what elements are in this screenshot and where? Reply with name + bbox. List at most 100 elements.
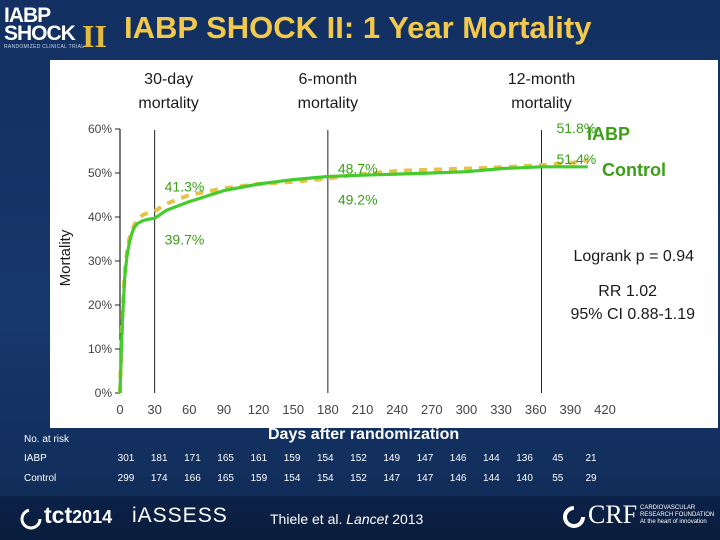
- chart-panel: 0% 10% 20% 30% 40% 50% 60% 0 30 60 90 120 150 180 210…: [50, 60, 718, 428]
- x-tick-label: 390: [560, 402, 582, 417]
- risk-cell: 301: [117, 453, 135, 464]
- y-tick-label: 10%: [88, 342, 112, 356]
- x-tick-label: 300: [456, 402, 478, 417]
- series-line-control: [118, 165, 588, 394]
- marker-label-line2: mortality: [511, 95, 571, 112]
- y-tick-label: 40%: [88, 210, 112, 224]
- x-tick-label: 60: [182, 402, 196, 417]
- x-tick-label: 180: [317, 402, 339, 417]
- x-tick-label: 330: [490, 402, 512, 417]
- risk-cell: 136: [516, 453, 533, 464]
- x-tick-label: 0: [116, 402, 123, 417]
- risk-cell: 21: [585, 453, 597, 464]
- risk-cell: 159: [250, 473, 268, 484]
- citation-journal: Lancet: [346, 511, 389, 527]
- citation-authors: Thiele et al.: [270, 511, 347, 527]
- risk-cell: 147: [416, 453, 434, 464]
- legend-control: Control: [602, 160, 666, 180]
- tct-logo-text: tct2014: [44, 502, 112, 529]
- x-tick-label: 30: [147, 402, 161, 417]
- crf-logo-icon: [563, 506, 585, 528]
- risk-cell: 171: [184, 453, 201, 464]
- risk-cell: 299: [117, 473, 135, 484]
- risk-cell: 154: [283, 473, 301, 484]
- risk-cell: 161: [250, 453, 268, 464]
- value-annotation: 51.8%: [556, 120, 596, 136]
- risk-cell: 181: [150, 453, 168, 464]
- risk-cell: 165: [217, 473, 234, 484]
- value-annotation: 41.3%: [165, 178, 205, 194]
- marker-label-line1: 30-day: [144, 71, 193, 88]
- risk-cell: 159: [283, 453, 301, 464]
- risk-row-label-control: Control: [24, 473, 57, 484]
- tct-word: tct: [44, 502, 73, 528]
- x-tick-label: 240: [386, 402, 408, 417]
- mortality-chart: 0% 10% 20% 30% 40% 50% 60% 0 30 60 90 120 150 180 210…: [57, 71, 695, 417]
- risk-cell: 146: [449, 453, 467, 464]
- ci-text: 95% CI 0.88-1.19: [570, 306, 695, 323]
- risk-cell: 166: [184, 473, 201, 484]
- risk-cell: 154: [316, 453, 334, 464]
- risk-cell: 174: [150, 473, 168, 484]
- risk-cell: 144: [483, 473, 500, 484]
- marker-label-line1: 12-month: [508, 71, 576, 88]
- value-annotation: 39.7%: [165, 231, 205, 247]
- risk-cell: 45: [552, 453, 564, 464]
- iabp-shock-logo: IABP SHOCK II RANDOMIZED CLINICAL TRIAL: [4, 4, 110, 54]
- risk-cell: 144: [483, 453, 500, 464]
- value-annotation: 51.4%: [556, 151, 596, 167]
- legend-iabp: IABP: [587, 124, 630, 144]
- logo-line2: SHOCK: [4, 22, 76, 45]
- risk-cell: 55: [552, 473, 564, 484]
- risk-row-label-iabp: IABP: [24, 453, 47, 464]
- logo-numeral: II: [82, 18, 107, 54]
- tct-year: 2014: [72, 507, 113, 527]
- crf-logo-text: CRF: [588, 500, 638, 529]
- y-tick-label: 0%: [95, 386, 113, 400]
- risk-cell: 154: [316, 473, 334, 484]
- x-tick-label: 270: [421, 402, 443, 417]
- rr-text: RR 1.02: [598, 283, 657, 300]
- risk-cell: 152: [350, 473, 367, 484]
- risk-cell: 147: [383, 473, 401, 484]
- slide-title: IABP SHOCK II: 1 Year Mortality: [124, 10, 592, 45]
- crf-sub2: At the heart of innovation: [640, 519, 707, 525]
- footer-bar: [0, 496, 720, 540]
- risk-cell: 149: [383, 453, 401, 464]
- x-tick-label: 210: [352, 402, 374, 417]
- risk-cell: 152: [350, 453, 367, 464]
- y-tick-label: 20%: [88, 298, 112, 312]
- logo-tagline: RANDOMIZED CLINICAL TRIAL: [4, 44, 85, 50]
- risk-cell: 29: [585, 473, 597, 484]
- risk-table-title: No. at risk: [24, 434, 70, 445]
- value-annotation: 49.2%: [338, 192, 378, 208]
- tct-logo-icon: [20, 508, 42, 530]
- y-tick-label: 50%: [88, 166, 112, 180]
- x-axis-title: Days after randomization: [268, 426, 460, 443]
- y-axis-label: Mortality: [57, 229, 74, 286]
- risk-cell: 165: [217, 453, 234, 464]
- marker-label-line2: mortality: [138, 95, 198, 112]
- risk-cell: 140: [516, 473, 533, 484]
- risk-table: No. at risk IABP Control 301 181 171 165 161…: [0, 428, 720, 492]
- x-tick-label: 150: [282, 402, 304, 417]
- crf-tagline: CARDIOVASCULAR RESEARCH FOUNDATION At th…: [640, 505, 718, 526]
- y-tick-label: 60%: [88, 122, 112, 136]
- risk-cell: 147: [416, 473, 434, 484]
- x-tick-label: 90: [217, 402, 231, 417]
- citation: Thiele et al. Lancet 2013: [270, 511, 423, 527]
- risk-cell: 146: [449, 473, 467, 484]
- marker-label-line2: mortality: [298, 95, 358, 112]
- x-tick-label: 360: [525, 402, 547, 417]
- y-tick-label: 30%: [88, 254, 112, 268]
- logrank-text: Logrank p = 0.94: [573, 248, 694, 265]
- iassess-logo: iASSESS: [132, 504, 228, 527]
- citation-year: 2013: [388, 511, 424, 527]
- logo-line1: IABP: [4, 4, 51, 27]
- value-annotation: 48.7%: [338, 161, 378, 177]
- x-tick-label: 120: [248, 402, 270, 417]
- marker-label-line1: 6-month: [299, 71, 358, 88]
- x-tick-label: 420: [594, 402, 616, 417]
- crf-sub: CARDIOVASCULAR RESEARCH FOUNDATION: [640, 505, 715, 518]
